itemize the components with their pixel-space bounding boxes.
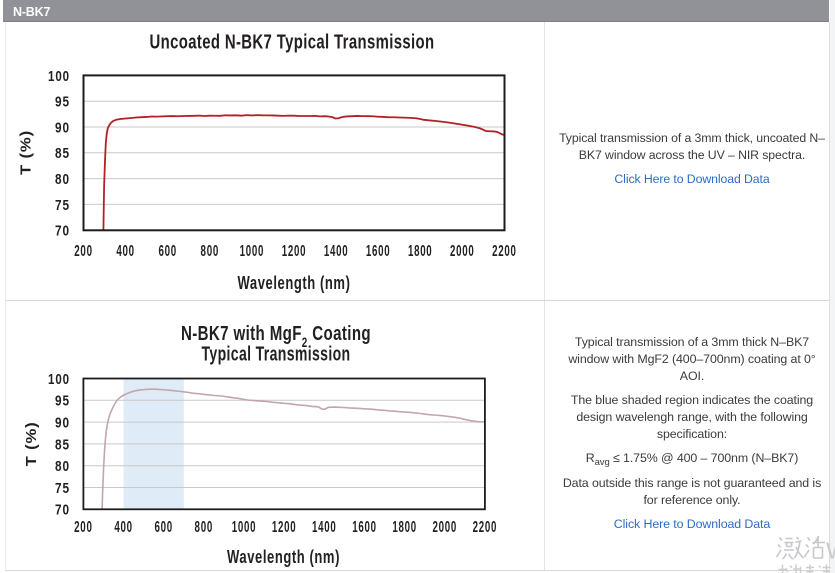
svg-text:95: 95 [55,94,70,111]
svg-text:85: 85 [55,145,70,162]
svg-text:80: 80 [55,458,70,475]
svg-text:100: 100 [48,371,70,388]
svg-text:75: 75 [55,480,70,497]
svg-text:90: 90 [55,415,70,432]
svg-text:Uncoated N-BK7 Typical Transmi: Uncoated N-BK7 Typical Transmission [150,31,435,54]
svg-text:1000: 1000 [240,243,265,260]
svg-text:400: 400 [116,243,135,260]
svg-text:1400: 1400 [324,243,349,260]
svg-text:1800: 1800 [392,519,417,536]
svg-text:1200: 1200 [282,243,307,260]
svg-text:Wavelength (nm): Wavelength (nm) [227,547,340,567]
svg-text:80: 80 [55,171,70,188]
svg-text:T (%): T (%) [23,421,40,466]
svg-text:1000: 1000 [232,519,257,536]
svg-text:75: 75 [55,197,70,214]
svg-text:1400: 1400 [312,519,337,536]
svg-text:70: 70 [55,502,70,519]
svg-text:1200: 1200 [272,519,297,536]
svg-text:1600: 1600 [352,519,377,536]
svg-text:95: 95 [55,393,70,410]
svg-text:2200: 2200 [473,519,498,536]
svg-text:400: 400 [114,519,133,536]
svg-text:W: W [826,538,835,564]
svg-text:1800: 1800 [408,243,433,260]
svg-text:85: 85 [55,436,70,453]
svg-text:800: 800 [195,519,214,536]
svg-text:800: 800 [201,243,220,260]
svg-text:600: 600 [154,519,173,536]
svg-text:70: 70 [55,223,70,240]
svg-text:90: 90 [55,119,70,136]
svg-text:T (%): T (%) [18,130,35,175]
svg-text:2000: 2000 [450,243,475,260]
svg-text:600: 600 [158,243,177,260]
svg-text:Wavelength (nm): Wavelength (nm) [238,273,351,293]
svg-text:2000: 2000 [433,519,458,536]
svg-text:2200: 2200 [492,243,517,260]
svg-text:200: 200 [74,519,93,536]
svg-text:1600: 1600 [366,243,391,260]
svg-text:200: 200 [74,243,93,260]
svg-text:Typical Transmission: Typical Transmission [202,343,351,366]
svg-text:100: 100 [48,68,70,85]
